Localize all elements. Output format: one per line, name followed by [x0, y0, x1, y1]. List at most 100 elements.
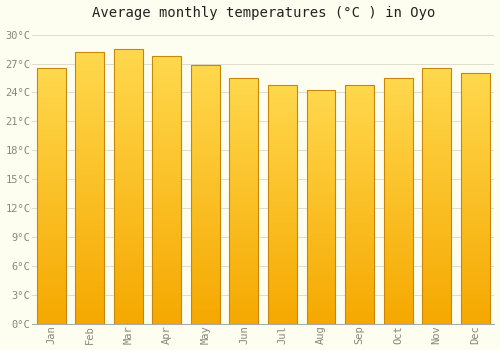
Bar [306, 182, 336, 183]
Bar [306, 102, 336, 103]
Bar [152, 240, 182, 241]
Bar [76, 248, 104, 250]
Bar [384, 131, 412, 132]
Bar [422, 302, 451, 304]
Bar [230, 296, 258, 297]
Bar [191, 269, 220, 270]
Bar [268, 297, 297, 298]
Bar [230, 92, 258, 93]
Bar [460, 151, 490, 152]
Bar [384, 196, 412, 197]
Bar [37, 152, 66, 153]
Bar [345, 100, 374, 101]
Bar [37, 118, 66, 120]
Bar [230, 265, 258, 266]
Bar [76, 151, 104, 153]
Bar [268, 278, 297, 279]
Bar [37, 107, 66, 108]
Bar [422, 284, 451, 285]
Bar [37, 95, 66, 97]
Bar [306, 103, 336, 104]
Bar [114, 181, 143, 183]
Bar [306, 192, 336, 193]
Bar [76, 300, 104, 301]
Bar [345, 282, 374, 284]
Bar [37, 171, 66, 172]
Bar [191, 225, 220, 226]
Bar [306, 207, 336, 208]
Bar [37, 159, 66, 161]
Bar [306, 195, 336, 196]
Bar [460, 239, 490, 240]
Bar [345, 157, 374, 158]
Bar [152, 216, 182, 217]
Bar [306, 302, 336, 303]
Bar [76, 244, 104, 245]
Bar [152, 254, 182, 256]
Bar [384, 193, 412, 194]
Bar [114, 75, 143, 77]
Bar [422, 181, 451, 182]
Bar [268, 272, 297, 273]
Bar [384, 90, 412, 92]
Bar [460, 214, 490, 215]
Bar [422, 68, 451, 70]
Bar [306, 241, 336, 242]
Bar [76, 56, 104, 57]
Bar [152, 243, 182, 244]
Bar [76, 175, 104, 176]
Bar [268, 115, 297, 116]
Bar [306, 200, 336, 201]
Bar [422, 212, 451, 213]
Bar [345, 99, 374, 100]
Bar [37, 227, 66, 228]
Bar [230, 147, 258, 148]
Bar [191, 305, 220, 306]
Bar [460, 199, 490, 200]
Bar [191, 226, 220, 227]
Bar [345, 306, 374, 308]
Bar [306, 142, 336, 144]
Bar [422, 309, 451, 310]
Bar [152, 128, 182, 130]
Bar [114, 239, 143, 240]
Bar [152, 295, 182, 296]
Bar [460, 259, 490, 260]
Bar [460, 234, 490, 235]
Bar [422, 157, 451, 158]
Bar [76, 221, 104, 222]
Bar [422, 281, 451, 282]
Bar [268, 213, 297, 214]
Bar [230, 270, 258, 271]
Bar [460, 312, 490, 313]
Bar [230, 142, 258, 143]
Bar [460, 276, 490, 278]
Bar [460, 323, 490, 324]
Bar [114, 187, 143, 188]
Bar [306, 107, 336, 108]
Bar [76, 264, 104, 266]
Bar [268, 318, 297, 320]
Bar [37, 240, 66, 241]
Bar [345, 164, 374, 165]
Bar [114, 238, 143, 239]
Bar [114, 210, 143, 211]
Bar [268, 245, 297, 246]
Bar [152, 127, 182, 128]
Bar [76, 243, 104, 244]
Bar [230, 172, 258, 173]
Bar [191, 84, 220, 85]
Bar [268, 241, 297, 243]
Bar [384, 205, 412, 206]
Bar [422, 84, 451, 85]
Bar [460, 309, 490, 310]
Bar [268, 99, 297, 100]
Bar [345, 194, 374, 195]
Bar [114, 117, 143, 118]
Bar [384, 313, 412, 314]
Bar [114, 88, 143, 89]
Bar [306, 179, 336, 180]
Bar [230, 279, 258, 280]
Bar [460, 174, 490, 175]
Bar [345, 135, 374, 136]
